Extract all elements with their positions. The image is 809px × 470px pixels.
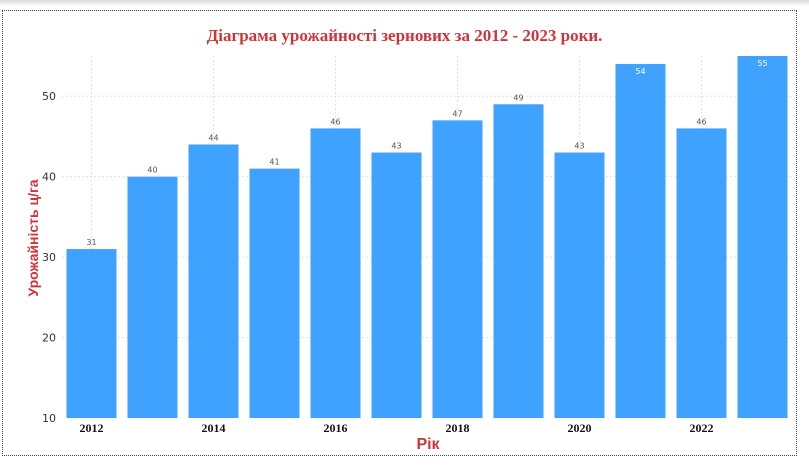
bar-2016 [310,128,361,418]
chart-border [2,10,797,456]
bars [66,56,788,419]
x-tick-label: 2016 [324,421,348,435]
data-label-2018: 47 [452,109,462,118]
top-edge-shadow [0,0,809,6]
bar-2022 [676,128,727,418]
data-label-2021: 54 [635,67,645,76]
bar-2013 [127,176,178,418]
bar-2014 [188,144,239,418]
x-tick-label: 2014 [202,421,226,435]
data-label-2012: 31 [86,238,96,247]
y-tick-label: 10 [42,412,56,425]
x-tick-label: 2018 [446,421,470,435]
bar-2017 [371,152,422,419]
data-label-2023: 55 [757,59,767,68]
y-tick-label: 50 [42,90,56,103]
bar-2015 [249,168,300,418]
data-label-2013: 40 [147,166,157,175]
x-axis-label: Рік [416,436,440,453]
y-tick-label: 40 [42,171,56,184]
x-axis-ticks: 2012 2014 2016 2018 2020 2022 [80,421,714,435]
data-labels: 31 40 44 41 46 43 47 49 43 54 46 55 [86,59,767,247]
data-label-2015: 41 [269,158,279,167]
data-label-2022: 46 [696,117,706,126]
x-tick-label: 2012 [80,421,104,435]
data-label-2020: 43 [574,142,584,151]
data-label-2014: 44 [208,133,218,142]
y-axis-ticks: 10 20 30 40 50 [42,90,56,425]
y-axis-label: Урожайність ц/га [25,179,41,296]
x-tick-label: 2020 [568,421,592,435]
y-tick-label: 30 [42,251,56,264]
data-label-2016: 46 [330,117,340,126]
bar-2018 [432,120,483,418]
bar-2012 [66,249,117,418]
chart-title: Діаграма урожайності зернових за 2012 - … [206,26,603,45]
data-label-2019: 49 [513,93,523,102]
y-tick-label: 20 [42,332,56,345]
bar-2021 [615,64,666,419]
x-tick-label: 2022 [690,421,714,435]
bar-2019 [493,104,544,419]
bar-2020 [554,152,605,419]
bar-2023 [737,56,788,418]
data-label-2017: 43 [391,142,401,151]
